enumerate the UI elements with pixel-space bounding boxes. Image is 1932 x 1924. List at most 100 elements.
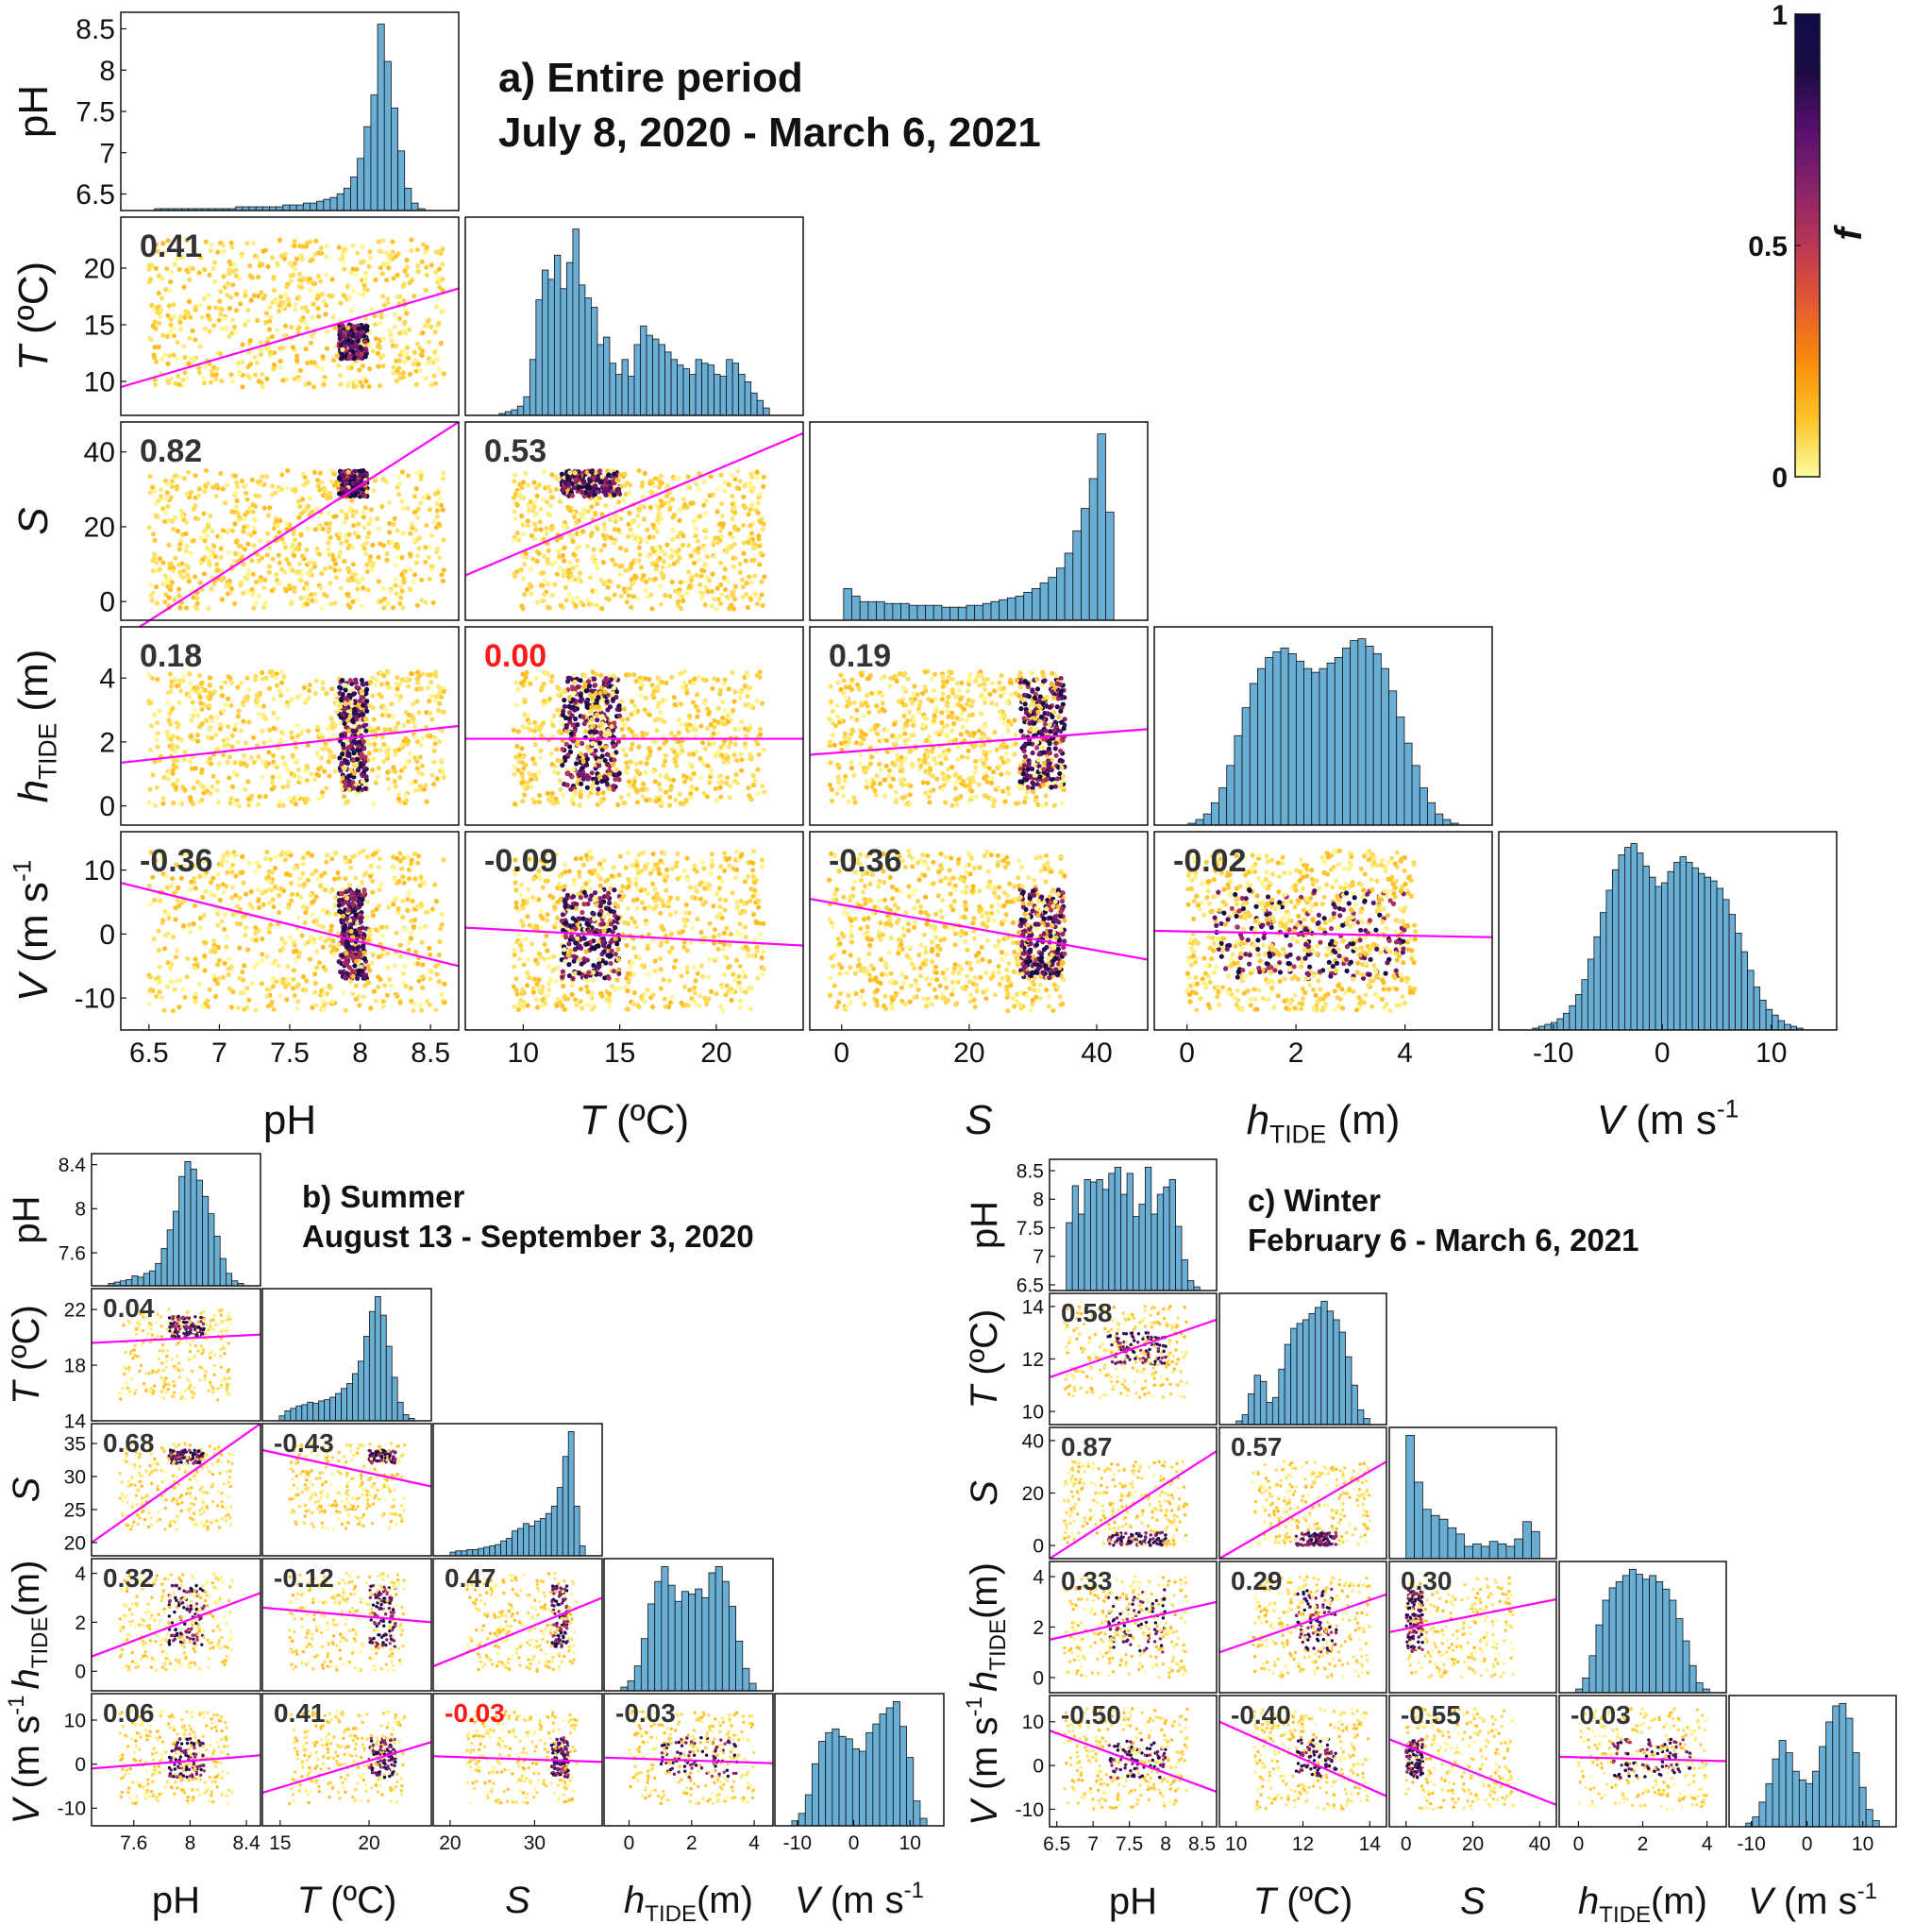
scatter-point: [378, 748, 383, 753]
scatter-point: [320, 734, 326, 741]
scatter-point: [580, 740, 585, 747]
scatter-point: [525, 522, 531, 529]
scatter-point: [370, 693, 376, 699]
hist-bar: [553, 254, 562, 416]
scatter-point: [593, 683, 598, 688]
scatter-point: [280, 754, 286, 761]
scatter-point: [749, 502, 755, 508]
scatter-point: [337, 475, 343, 481]
scatter-point: [234, 308, 240, 313]
scatter-point: [347, 713, 353, 719]
scatter-point: [669, 548, 675, 553]
scatter-point: [277, 688, 283, 694]
cell-frame: [464, 216, 804, 416]
scatter-point: [146, 525, 152, 531]
scatter-point: [754, 699, 760, 704]
scatter-point: [313, 506, 319, 512]
scatter-point: [560, 762, 565, 768]
scatter-point: [412, 510, 417, 515]
scatter-point: [277, 303, 282, 309]
scatter-point: [362, 354, 368, 360]
scatter-point: [704, 794, 711, 800]
scatter-point: [167, 721, 174, 727]
scatter-point: [167, 329, 173, 335]
scatter-point: [744, 733, 749, 739]
scatter-point: [337, 329, 343, 334]
scatter-point: [282, 545, 289, 550]
scatter-point: [616, 713, 623, 718]
y-tick-label: 6.5: [76, 179, 115, 211]
scatter-point: [740, 584, 747, 590]
scatter-point: [168, 736, 174, 742]
scatter-point: [387, 530, 393, 535]
scatter-point: [301, 684, 307, 690]
scatter-point: [277, 346, 283, 351]
scatter-point: [352, 468, 358, 474]
scatter-point: [548, 751, 555, 757]
scatter-point: [697, 589, 704, 596]
scatter-point: [235, 739, 241, 745]
scatter-point: [196, 365, 202, 371]
scatter-point: [387, 520, 393, 527]
scatter-point: [439, 694, 445, 700]
scatter-point: [738, 751, 744, 757]
scatter-point: [419, 577, 425, 582]
scatter-point: [739, 719, 745, 725]
scatter-point: [692, 676, 697, 682]
scatter-point: [434, 776, 440, 782]
scatter-point: [176, 586, 182, 592]
scatter-point: [253, 493, 259, 498]
scatter-point: [600, 698, 606, 704]
scatter-point: [380, 585, 387, 592]
scatter-point: [658, 498, 664, 504]
scatter-point: [531, 728, 538, 734]
scatter-point: [432, 491, 438, 497]
scatter-point: [521, 576, 527, 582]
scatter-point: [754, 469, 760, 475]
scatter-point: [618, 515, 624, 522]
scatter-point: [609, 724, 614, 730]
scatter-point: [258, 578, 263, 583]
scatter-point: [661, 559, 667, 565]
scatter-point: [1008, 692, 1014, 698]
scatter-point: [630, 699, 635, 704]
scatter-point: [160, 801, 166, 806]
scatter-point: [418, 469, 424, 475]
scatter-point: [602, 580, 608, 585]
scatter-point: [529, 756, 536, 762]
scatter-point: [712, 717, 717, 724]
scatter-point: [163, 592, 169, 598]
scatter-point: [399, 498, 405, 504]
scatter-point: [433, 694, 439, 700]
scatter-point: [512, 771, 517, 777]
scatter-point: [376, 526, 382, 532]
scatter-point: [386, 713, 392, 718]
scatter-point: [565, 752, 571, 758]
scatter-point: [293, 266, 298, 272]
scatter-point: [532, 499, 538, 505]
scatter-point: [308, 496, 313, 501]
scatter-point: [439, 572, 445, 578]
y-tick-label: 8.5: [76, 14, 115, 45]
scatter-point: [255, 317, 260, 323]
scatter-point: [182, 750, 188, 755]
scatter-point: [533, 527, 539, 532]
scatter-point: [193, 503, 198, 509]
scatter-point: [241, 718, 246, 724]
scatter-point: [328, 581, 333, 586]
scatter-point: [197, 344, 203, 349]
scatter-point: [324, 302, 329, 308]
scatter-point: [541, 468, 547, 474]
scatter-point: [705, 706, 711, 712]
scatter-point: [177, 541, 183, 548]
scatter-point: [440, 507, 445, 513]
scatter-point: [669, 580, 675, 585]
scatter-point: [290, 345, 295, 350]
fit-line: [120, 421, 460, 640]
scatter-point: [354, 791, 360, 797]
scatter-point: [298, 572, 304, 578]
scatter-point: [414, 686, 420, 692]
scatter-point: [207, 329, 212, 334]
scatter-point: [232, 521, 238, 527]
scatter-point: [242, 516, 247, 522]
